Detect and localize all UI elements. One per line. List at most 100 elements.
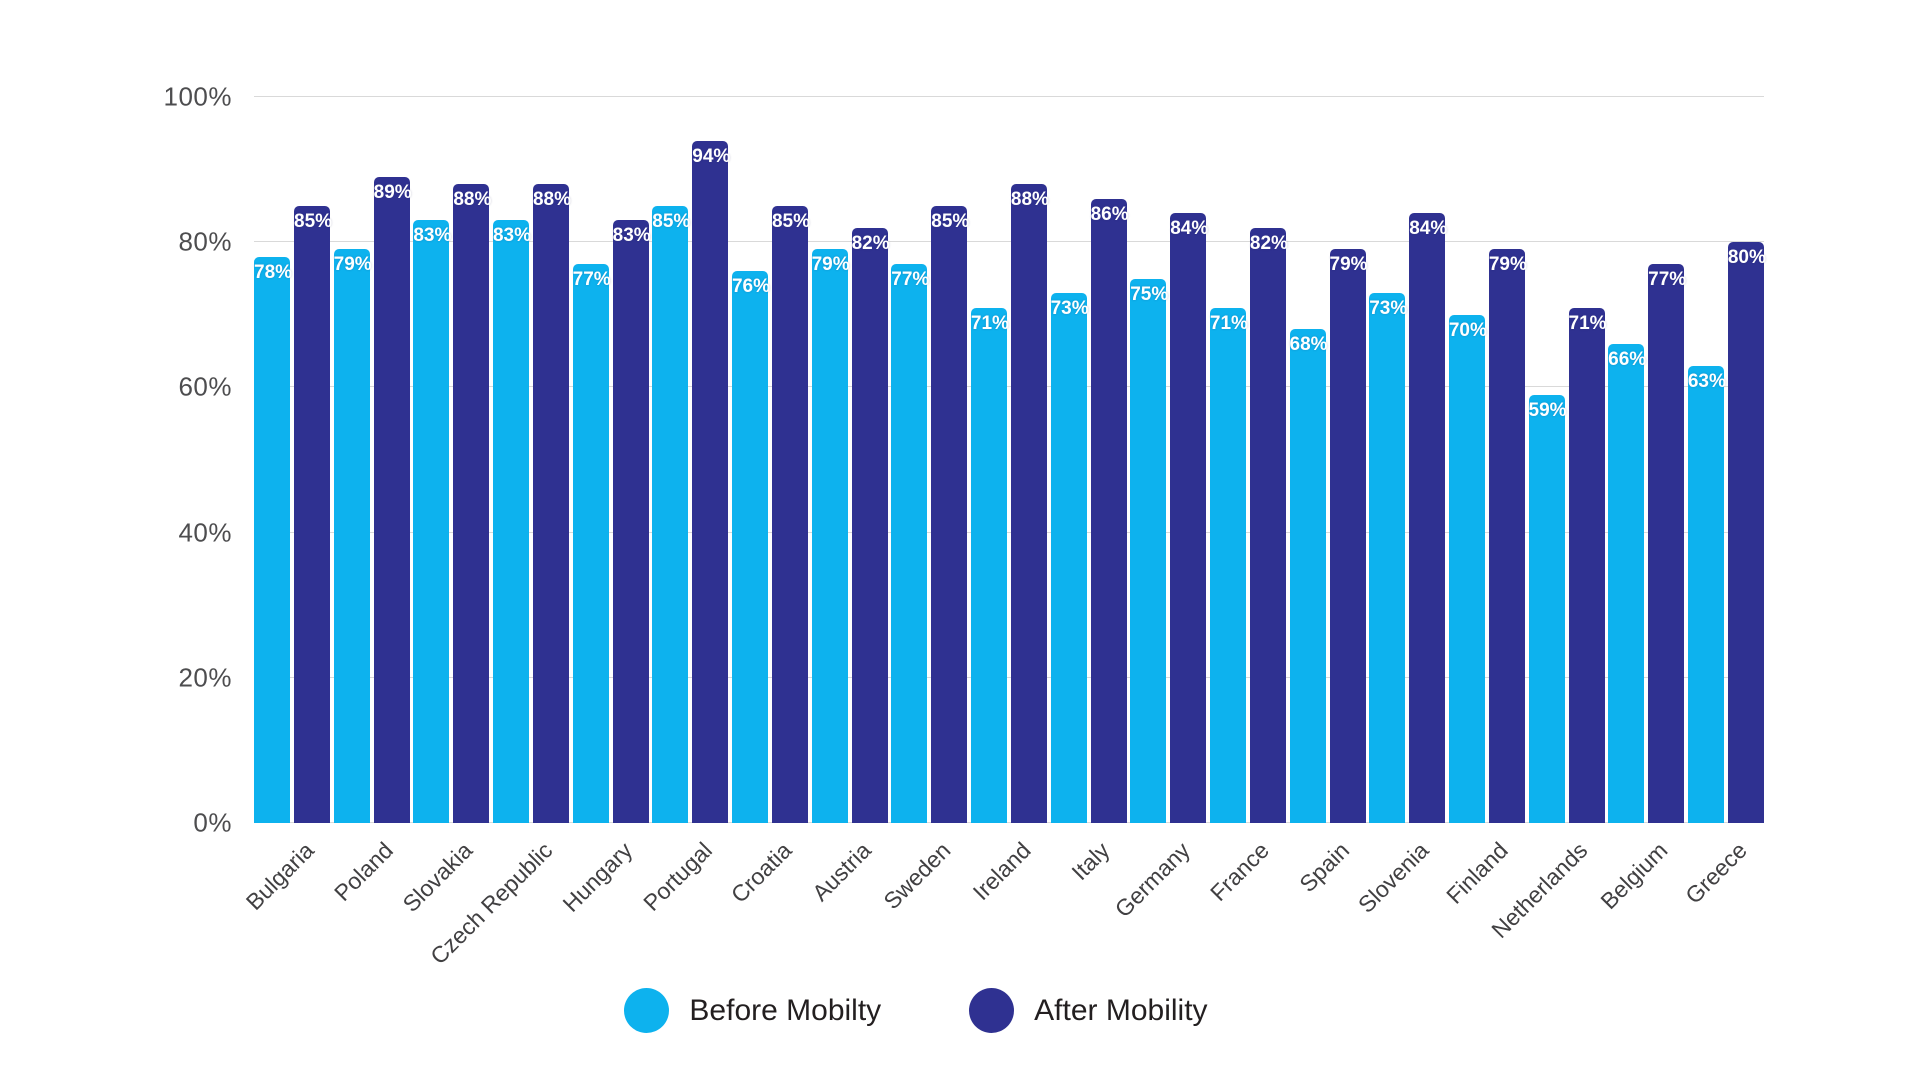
gridline-100 [254,96,1764,97]
bar-value-label: 80% [1727,247,1766,269]
x-axis-label-greece: Greece [1680,837,1753,909]
bar-value-label: 63% [1687,370,1726,392]
before-mobilty-bar-hungary: 77% [572,263,611,823]
before-mobilty-bar-portugal: 85% [652,205,691,823]
x-axis-label-sweden: Sweden [878,837,956,915]
gridline-40 [254,531,1764,533]
before-mobilty-bar-italy: 73% [1050,293,1089,823]
after-mobility-bar-germany: 84% [1170,213,1209,823]
bar-value-label: 68% [1289,334,1328,356]
after-mobility-bar-finland: 79% [1488,249,1527,823]
before-mobilty-bar-czech-republic: 83% [492,220,531,823]
bar-groups: 78% 85% Bulgaria 79% 89% Poland 83% 88% Slovakia… [240,97,1766,969]
bar-group-belgium: 66% 77% Belgium [1595,97,1687,914]
after-mobility-bar-portugal: 94% [692,140,731,823]
x-axis-label-slovakia: Slovakia [397,837,478,917]
before-mobilty-bar-netherlands: 59% [1528,394,1567,823]
y-axis-tick-label-100: 100% [163,81,232,112]
before-mobilty-bar-austria: 79% [811,249,850,823]
bar-value-label: 75% [1130,283,1169,305]
before-mobilty-bar-finland: 70% [1448,314,1487,823]
after-mobility-bar-poland: 89% [373,176,412,823]
before-mobilty-bar-spain: 68% [1289,329,1328,823]
bar-group-france: 71% 82% France [1205,97,1288,906]
x-axis-label-hungary: Hungary [557,837,638,917]
before-mobilty-bar-poland: 79% [333,249,372,823]
x-axis-label-austria: Austria [806,837,876,907]
bar-value-label: 66% [1608,348,1647,370]
after-mobility-bar-ireland: 88% [1010,184,1049,823]
bar-value-label: 77% [572,268,611,290]
bar-value-label: 84% [1409,218,1448,240]
bar-value-label: 84% [1170,218,1209,240]
y-axis-tick-label-60: 60% [178,371,232,402]
bar-group-slovakia: 83% 88% Slovakia [398,97,491,917]
bar-value-label: 85% [652,210,691,232]
bar-group-italy: 73% 86% Italy [1050,97,1129,885]
bar-value-label: 83% [413,225,452,247]
after-mobility-bar-croatia: 85% [771,205,810,823]
before-mobilty-bar-germany: 75% [1130,278,1169,823]
bar-group-sweden: 77% 85% Sweden [878,97,969,914]
y-axis-tick-label-0: 0% [193,807,232,838]
before-mobilty-bar-slovenia: 73% [1369,293,1408,823]
bar-group-germany: 75% 84% Germany [1109,97,1209,922]
y-axis-tick-label-80: 80% [178,226,232,257]
gridlines [254,96,1764,823]
bar-value-label: 88% [1010,189,1049,211]
bar-value-label: 94% [692,145,731,167]
y-axis-tick-label-20: 20% [178,662,232,693]
before-mobilty-bar-slovakia: 83% [413,220,452,823]
bar-value-label: 89% [373,181,412,203]
before-mobilty-bar-france: 71% [1209,307,1248,823]
x-axis-label-finland: Finland [1441,837,1514,909]
after-mobility-bar-slovenia: 84% [1409,213,1448,823]
before-mobilty-bar-croatia: 76% [731,271,770,823]
bar-group-poland: 79% 89% Poland [329,97,412,906]
bar-value-label: 88% [532,189,571,211]
bar-value-label: 78% [254,261,293,283]
bar-value-label: 83% [492,225,531,247]
before-mobilty-bar-ireland: 71% [970,307,1009,823]
before-mobilty-bar-bulgaria: 78% [254,256,293,823]
legend-item-before-mobility: Before Mobilty [624,988,881,1033]
bar-value-label: 71% [970,312,1009,334]
bar-value-label: 79% [1329,254,1368,276]
bar-group-austria: 79% 82% Austria [807,97,890,906]
x-axis-label-germany: Germany [1109,837,1195,923]
bar-group-hungary: 77% 83% Hungary [557,97,651,917]
x-axis-label-poland: Poland [329,837,399,907]
legend: Before Mobilty After Mobility [0,988,1832,1033]
bar-value-label: 59% [1528,399,1567,421]
x-axis-label-slovenia: Slovenia [1352,837,1434,918]
bar-group-bulgaria: 78% 85% Bulgaria [240,97,333,915]
bar-value-label: 85% [294,210,333,232]
bar-value-label: 73% [1369,298,1408,320]
bar-value-label: 83% [612,225,651,247]
x-axis-label-croatia: Croatia [725,837,797,908]
after-mobility-bar-czech-republic: 88% [532,184,571,823]
x-axis-label-france: France [1205,837,1275,907]
bar-value-label: 76% [731,276,770,298]
bar-value-label: 82% [851,232,890,254]
after-mobility-bar-sweden: 85% [931,205,969,823]
after-mobility-legend-label: After Mobility [1034,993,1208,1027]
bar-value-label: 77% [1648,268,1687,290]
y-axis-labels: 0% 20% 40% 60% 80% 100% [0,82,232,838]
bar-value-label: 77% [891,268,930,290]
bar-value-label: 73% [1050,298,1089,320]
after-mobility-swatch [969,988,1015,1033]
x-axis-label-belgium: Belgium [1595,837,1673,915]
bar-group-finland: 70% 79% Finland [1442,97,1527,909]
bar-value-label: 85% [771,210,810,232]
after-mobility-bar-bulgaria: 85% [294,205,333,823]
after-mobility-bar-austria: 82% [851,227,890,823]
x-axis-label-portugal: Portugal [637,837,717,916]
bar-value-label: 71% [1209,312,1248,334]
legend-item-after-mobility: After Mobility [969,988,1208,1033]
after-mobility-bar-spain: 79% [1329,249,1368,823]
after-mobility-bar-slovakia: 88% [453,184,491,823]
bar-value-label: 86% [1090,203,1129,225]
gridline-0 [254,822,1764,823]
